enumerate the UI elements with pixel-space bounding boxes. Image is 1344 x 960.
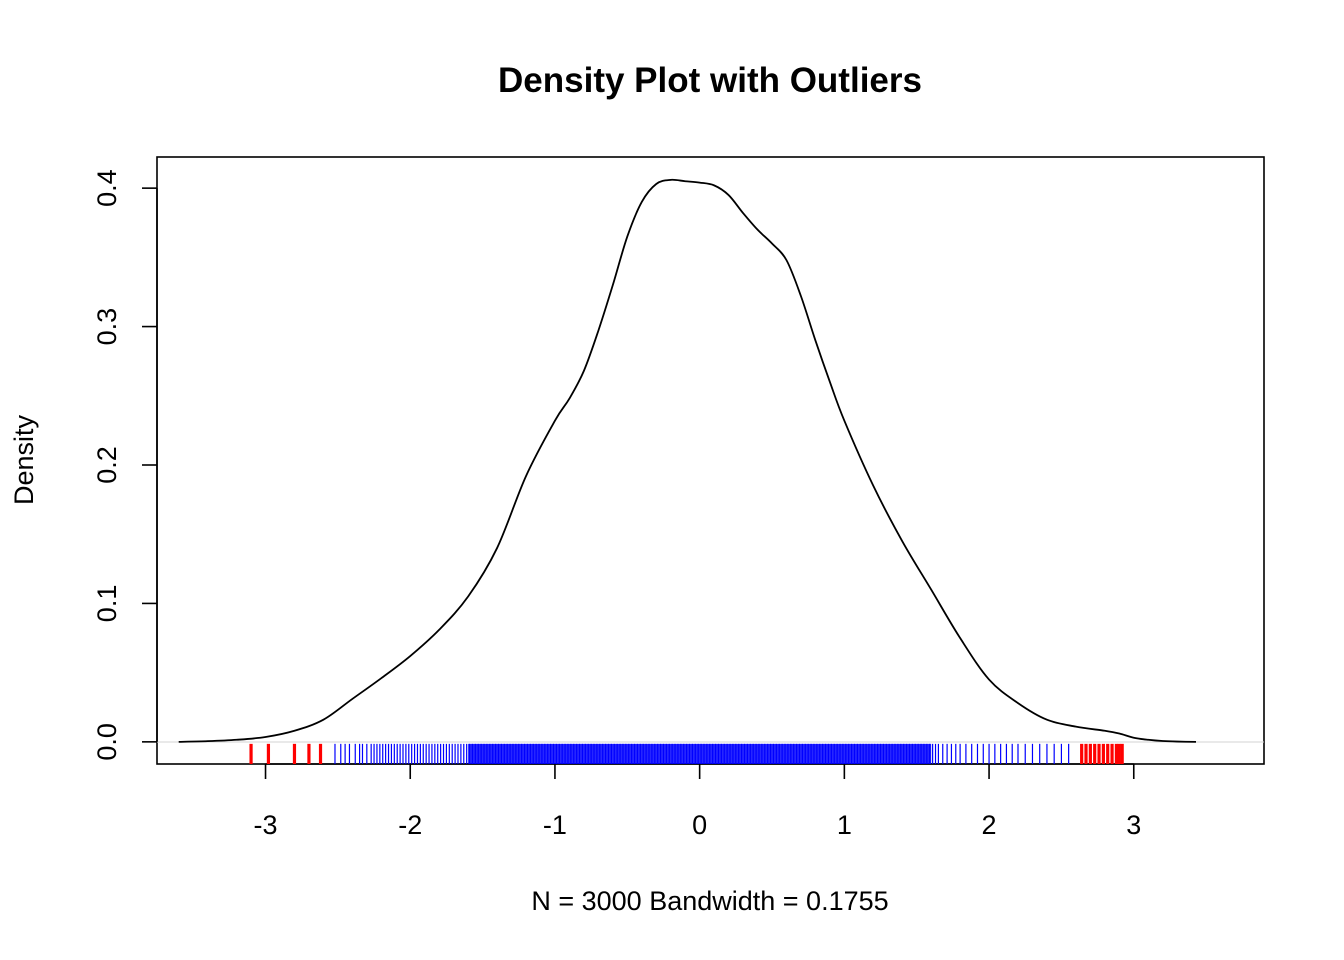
y-axis-label: Density — [9, 414, 39, 505]
y-tick-label: 0.3 — [92, 308, 122, 346]
plot-frame — [156, 156, 1265, 765]
density-curve — [178, 178, 1197, 743]
x-tick-label: -1 — [543, 810, 567, 840]
outlier-marks — [249, 743, 1124, 764]
y-tick-label: 0.0 — [92, 723, 122, 761]
rug-marks — [334, 743, 1070, 764]
y-tick-label: 0.4 — [92, 169, 122, 207]
x-axis: -3 -2 -1 0 1 2 3 — [254, 763, 1141, 840]
y-tick-label: 0.1 — [92, 585, 122, 623]
x-tick-label: -3 — [254, 810, 278, 840]
x-tick-label: 2 — [982, 810, 997, 840]
x-tick-label: 0 — [692, 810, 707, 840]
x-tick-label: 3 — [1126, 810, 1141, 840]
rug-dense-band — [468, 743, 932, 764]
y-tick-label: 0.2 — [92, 446, 122, 484]
y-axis: 0.0 0.1 0.2 0.3 0.4 — [92, 169, 158, 761]
chart-title: Density Plot with Outliers — [498, 61, 922, 100]
x-tick-label: -2 — [398, 810, 422, 840]
x-tick-label: 1 — [837, 810, 852, 840]
x-axis-label: N = 3000 Bandwidth = 0.1755 — [531, 886, 888, 916]
